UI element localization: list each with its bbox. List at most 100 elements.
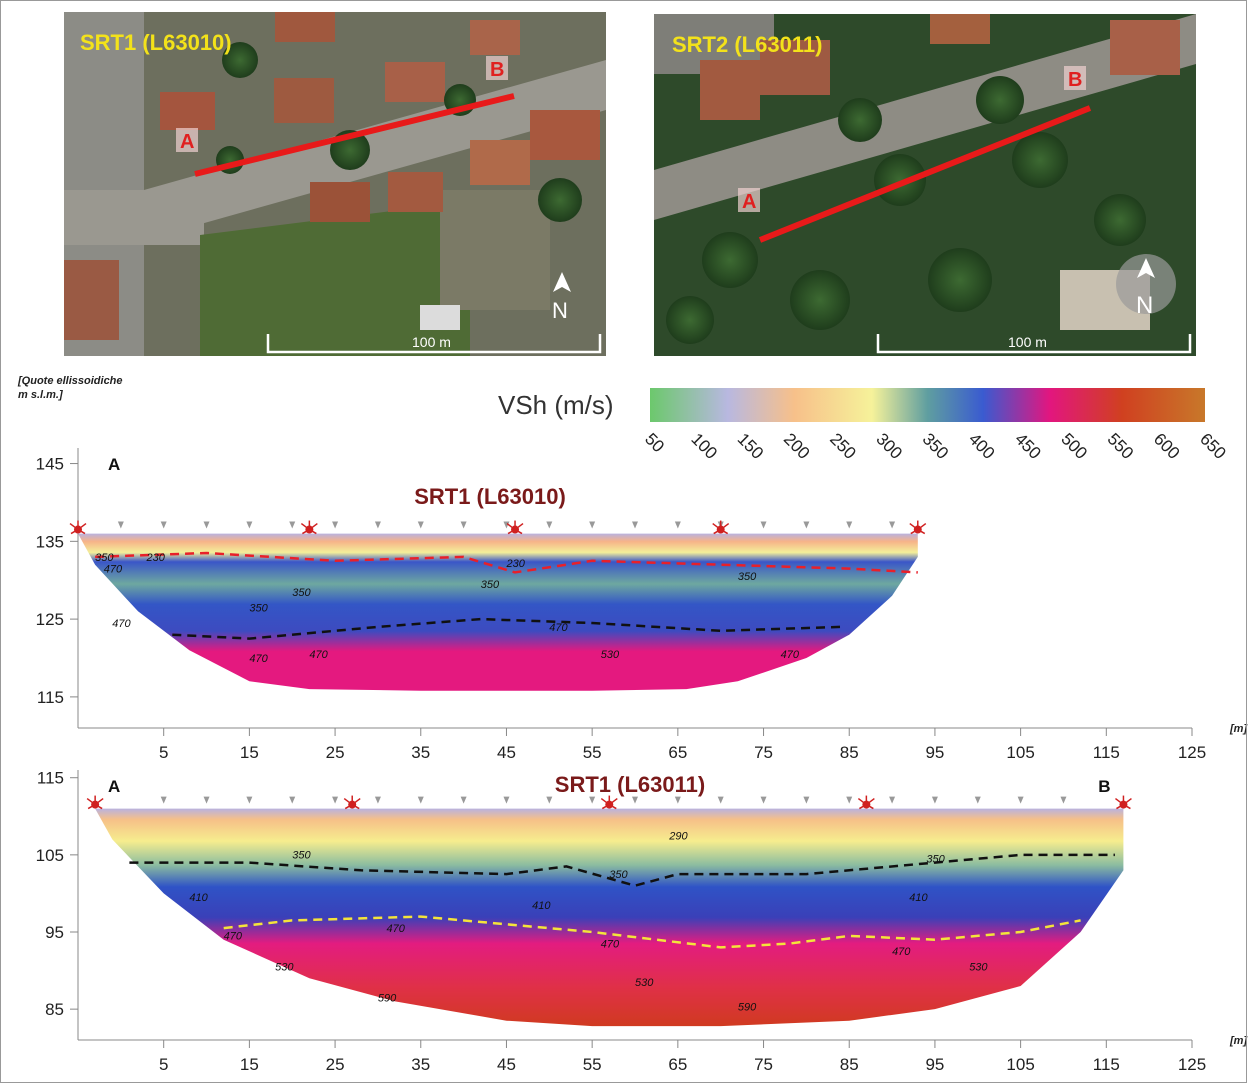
map1-point-a: A	[180, 131, 194, 153]
x-tick-label: 115	[1093, 743, 1120, 762]
x-tick-label: 65	[668, 743, 687, 762]
geophone-marker	[460, 521, 467, 529]
map1-scale-bar: 100 m	[266, 334, 602, 354]
geophone-marker	[846, 796, 853, 804]
contour-label: 410	[189, 892, 208, 904]
map2-survey-line	[758, 105, 1092, 243]
shot-point-marker	[300, 520, 318, 535]
map2-scale-bar: 100 m	[876, 334, 1192, 354]
map-srt1: SRT1 (L63010) A B N 100 m	[64, 12, 606, 356]
colorbar-tick-label: 600	[1150, 429, 1183, 462]
map1-north-arrow: N	[552, 272, 571, 323]
colorbar-label: VSh (m/s)	[498, 390, 614, 420]
x-tick-label: 85	[840, 743, 859, 762]
contour-label: 230	[146, 552, 166, 564]
geophone-marker	[889, 796, 896, 804]
map2-scale-label: 100 m	[1008, 334, 1047, 350]
map2-north-arrow: N	[1116, 254, 1176, 319]
geophone-marker	[203, 521, 210, 529]
velocity-section	[95, 808, 1124, 1027]
geophone-marker	[931, 796, 938, 804]
geophone-marker	[546, 796, 553, 804]
x-tick-label: 25	[326, 1055, 345, 1074]
colorbar-tick-label: 150	[734, 429, 767, 462]
shot-point-marker	[1114, 795, 1132, 810]
geophone-marker	[674, 796, 681, 804]
geophone-marker	[803, 521, 810, 529]
geophone-marker	[589, 796, 596, 804]
y-tick-label: 125	[36, 610, 64, 629]
contour-label: 410	[532, 900, 551, 912]
geophone-marker	[760, 796, 767, 804]
shot-point-marker	[909, 520, 927, 535]
x-tick-label: 25	[326, 743, 345, 762]
profile-end-b: B	[1098, 777, 1110, 796]
x-tick-label: 105	[1006, 1055, 1034, 1074]
geophone-marker	[117, 521, 124, 529]
geophone-marker	[160, 521, 167, 529]
contour-label: 230	[505, 558, 525, 570]
x-tick-label: 45	[497, 1055, 516, 1074]
contour-label: 350	[292, 850, 311, 862]
x-tick-label: 115	[1093, 1055, 1120, 1074]
x-tick-label: 105	[1006, 743, 1034, 762]
geophone-marker	[717, 796, 724, 804]
profile-title: SRT1 (L63011)	[555, 772, 705, 797]
geophone-marker	[974, 796, 981, 804]
geophone-marker	[160, 796, 167, 804]
profile-end-a: A	[108, 777, 120, 796]
contour-label: 350	[609, 869, 628, 881]
y-tick-label: 145	[36, 455, 64, 474]
geophone-marker	[417, 796, 424, 804]
map2-title: SRT2 (L63011)	[672, 32, 822, 57]
geophone-marker	[332, 521, 339, 529]
geophone-marker	[460, 796, 467, 804]
contour-label: 290	[668, 830, 688, 842]
contour-label: 470	[601, 938, 620, 950]
map-srt2: SRT2 (L63011) A B N 100 m	[654, 14, 1196, 356]
contour-label: 470	[781, 649, 800, 661]
elev-label-line2: m s.l.m.]	[18, 389, 63, 401]
x-tick-label: 75	[754, 743, 773, 762]
colorbar-tick-label: 400	[965, 429, 998, 462]
geophone-marker	[803, 796, 810, 804]
colorbar-tick-label: 650	[1196, 429, 1229, 462]
shot-point-marker	[506, 520, 524, 535]
contour-label: 470	[892, 946, 911, 958]
shot-point-marker	[343, 795, 361, 810]
x-tick-label: 45	[497, 743, 516, 762]
x-tick-label: 95	[925, 1055, 944, 1074]
geophone-marker	[760, 521, 767, 529]
shot-point-marker	[857, 795, 875, 810]
profile-srt2: 115 105 95 85 5 15 25 35 45 55 65 75 85 95 105 115 125 [m…	[36, 769, 1248, 1074]
geophone-marker	[632, 521, 638, 529]
colorbar-tick-label: 100	[687, 429, 720, 462]
x-axis-label: [m]	[1229, 1035, 1247, 1047]
y-tick-label: 95	[45, 923, 64, 942]
x-tick-label: 15	[240, 1055, 259, 1074]
geophone-marker	[417, 521, 424, 529]
geophone-marker	[674, 521, 681, 529]
shot-point-marker	[69, 520, 87, 535]
contour-label: 470	[386, 923, 405, 935]
contour-label: 590	[738, 1002, 757, 1014]
x-tick-label: 75	[754, 1055, 773, 1074]
geophone-marker	[889, 521, 896, 529]
geophone-marker	[846, 521, 853, 529]
map2-north-label: N	[1136, 292, 1153, 319]
colorbar-tick-label: 550	[1104, 429, 1137, 462]
shot-point-marker	[86, 795, 104, 810]
colorbar: VSh (m/s) 50 100 150 200 250 300 350 400 450 500 5…	[498, 388, 1230, 463]
contour-label: 350	[249, 602, 268, 614]
boundary-line-black	[172, 617, 841, 640]
y-tick-label: 105	[36, 846, 64, 865]
x-tick-label: 35	[411, 1055, 430, 1074]
shot-point-marker	[712, 520, 730, 535]
colorbar-tick-label: 50	[641, 429, 668, 456]
x-tick-label: 55	[583, 743, 602, 762]
velocity-section	[78, 533, 918, 691]
colorbar-scale	[650, 388, 1205, 422]
colorbar-tick-label: 350	[919, 429, 952, 462]
x-tick-label: 95	[925, 743, 944, 762]
